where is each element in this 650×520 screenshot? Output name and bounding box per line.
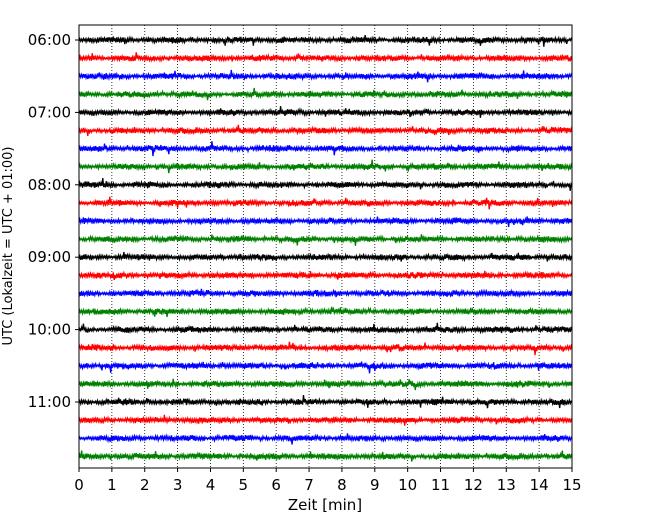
- x-tick-label: 5: [239, 476, 249, 494]
- x-tick-label: 2: [140, 476, 150, 494]
- y-tick-label: 10:00: [28, 321, 71, 339]
- y-tick-label: 06:00: [28, 31, 71, 49]
- trace-blue: [78, 69, 573, 83]
- trace-red: [78, 196, 573, 210]
- trace-red: [78, 52, 573, 63]
- trace-black: [78, 322, 573, 335]
- x-tick-label: 0: [74, 476, 84, 494]
- trace-black: [78, 394, 573, 409]
- x-tick-label: 15: [562, 476, 581, 494]
- x-tick-label: 14: [530, 476, 549, 494]
- trace-blue: [78, 216, 573, 227]
- trace-green: [78, 234, 573, 246]
- y-tick-label: 07:00: [28, 103, 71, 121]
- x-tick-label: 8: [337, 476, 347, 494]
- plot-frame: [78, 24, 573, 469]
- trace-black: [78, 35, 573, 47]
- y-axis-title: UTC (Lokalzeit = UTC + 01:00): [1, 147, 16, 346]
- x-tick-label: 10: [398, 476, 417, 494]
- trace-red: [78, 414, 573, 426]
- x-tick-label: 12: [464, 476, 483, 494]
- plot-background: [79, 25, 572, 468]
- trace-blue: [78, 361, 573, 374]
- x-tick-label: 4: [206, 476, 216, 494]
- x-tick-label: 9: [370, 476, 380, 494]
- x-tick-label: 1: [107, 476, 117, 494]
- trace-blue: [78, 141, 573, 157]
- x-tick-label: 6: [271, 476, 281, 494]
- trace-green: [78, 450, 573, 462]
- x-tick-label: 3: [173, 476, 183, 494]
- trace-green: [78, 378, 573, 391]
- trace-red: [78, 270, 573, 281]
- seismic-traces: [78, 35, 573, 462]
- x-axis-ticks: 0 1 2 3 4 5 6 7 8 9 10 11 12 13 14 15: [74, 468, 582, 494]
- trace-green: [78, 159, 573, 174]
- trace-blue: [78, 288, 573, 299]
- y-axis-ticks: 06:00 07:00 08:00 09:00 10:00 11:00: [28, 31, 79, 411]
- vertical-grid: [111, 25, 540, 468]
- x-axis-title: Zeit [min]: [288, 496, 362, 514]
- trace-green: [78, 306, 573, 318]
- x-tick-label: 7: [304, 476, 314, 494]
- trace-blue: [78, 433, 573, 445]
- y-tick-label: 09:00: [28, 248, 71, 266]
- x-tick-label: 13: [497, 476, 516, 494]
- trace-red: [78, 341, 573, 356]
- trace-black: [78, 178, 573, 191]
- y-tick-label: 11:00: [28, 393, 71, 411]
- trace-black: [78, 106, 573, 118]
- x-tick-label: 11: [431, 476, 450, 494]
- trace-red: [78, 124, 573, 136]
- y-tick-label: 08:00: [28, 176, 71, 194]
- trace-black: [78, 251, 573, 263]
- trace-green: [78, 87, 573, 101]
